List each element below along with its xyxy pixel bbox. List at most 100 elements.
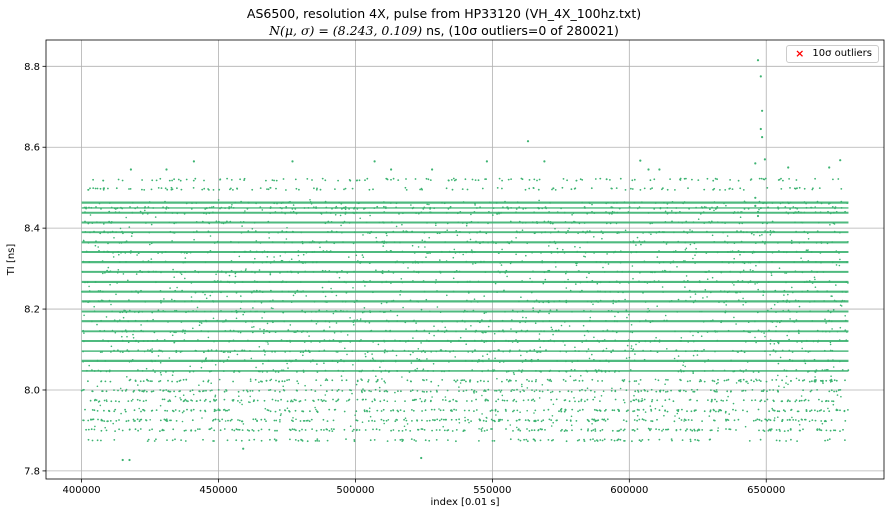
data-point [633,178,636,181]
data-point [475,409,478,411]
data-point [562,248,564,251]
data-point [312,206,315,209]
data-point [498,418,500,421]
data-point [127,350,130,353]
data-point [838,264,841,267]
data-point [742,269,745,272]
data-point [501,380,503,383]
data-point [490,428,492,430]
data-point [766,206,769,209]
data-point [742,409,744,412]
data-point [323,399,325,402]
data-point [538,350,540,353]
data-point [364,355,367,358]
data-point [643,358,646,361]
data-point [430,399,432,402]
data-point [579,246,581,249]
data-point [456,234,459,237]
data-point [351,350,354,352]
data-point [306,178,309,180]
data-point [162,429,165,432]
data-point [318,341,321,343]
data-point [300,231,303,234]
data-point [529,277,531,280]
data-point [163,298,165,300]
data-point [698,429,701,431]
data-point [413,439,416,441]
data-point [615,280,618,283]
data-point [296,330,299,332]
data-point [787,330,790,333]
data-point [404,340,407,343]
data-point [785,375,788,378]
data-point [290,258,293,261]
data-point [103,329,106,332]
subtitle-math: N(μ, σ) = (8.243, 0.109) [269,23,423,38]
data-point [419,360,422,362]
data-point [684,286,686,288]
data-point [219,178,221,181]
data-point [325,250,328,253]
data-point [520,371,523,373]
data-point [782,300,785,302]
data-point [717,381,719,384]
data-point [268,231,270,234]
data-point [301,242,304,245]
data-point [829,429,832,432]
data-point [230,179,233,181]
data-point [251,270,253,273]
data-point [674,250,677,252]
data-point [813,276,816,279]
data-point [160,374,162,376]
data-point [85,428,87,431]
data-point [801,260,804,263]
data-point [363,310,366,313]
data-point [159,371,162,374]
data-point [747,281,750,284]
data-point [627,339,630,341]
data-point [98,202,101,205]
data-point [439,271,442,274]
data-point [547,439,550,441]
data-point [785,382,787,384]
data-point [492,214,494,216]
data-point [682,361,685,363]
data-point [334,310,337,312]
data-point [719,290,722,292]
data-point [175,349,178,352]
data-point [638,320,641,323]
data-point [142,260,144,263]
data-point [778,428,781,431]
data-point [815,369,818,371]
data-point [314,390,317,392]
data-point [220,310,222,312]
data-point [827,400,830,402]
data-point [195,310,198,312]
data-point [789,187,791,189]
data-point [716,221,719,224]
data-band [81,230,849,235]
data-point [838,339,841,341]
data-point [594,440,596,442]
data-point [175,221,177,224]
data-point [471,351,474,353]
data-point [381,240,384,243]
data-point [686,428,688,431]
data-point [406,230,408,233]
data-point [199,399,202,402]
data-point [141,310,144,313]
data-point [352,364,354,366]
data-point [830,320,833,323]
data-point [724,412,727,414]
data-point [446,229,449,231]
data-point [811,320,814,322]
data-point [118,428,120,431]
data-point [84,211,86,214]
data-point [278,390,281,393]
data-point [125,240,128,243]
data-point [99,370,102,373]
data-point [614,315,616,318]
data-point [561,186,564,189]
data-point [302,253,305,256]
data-point [417,428,419,431]
